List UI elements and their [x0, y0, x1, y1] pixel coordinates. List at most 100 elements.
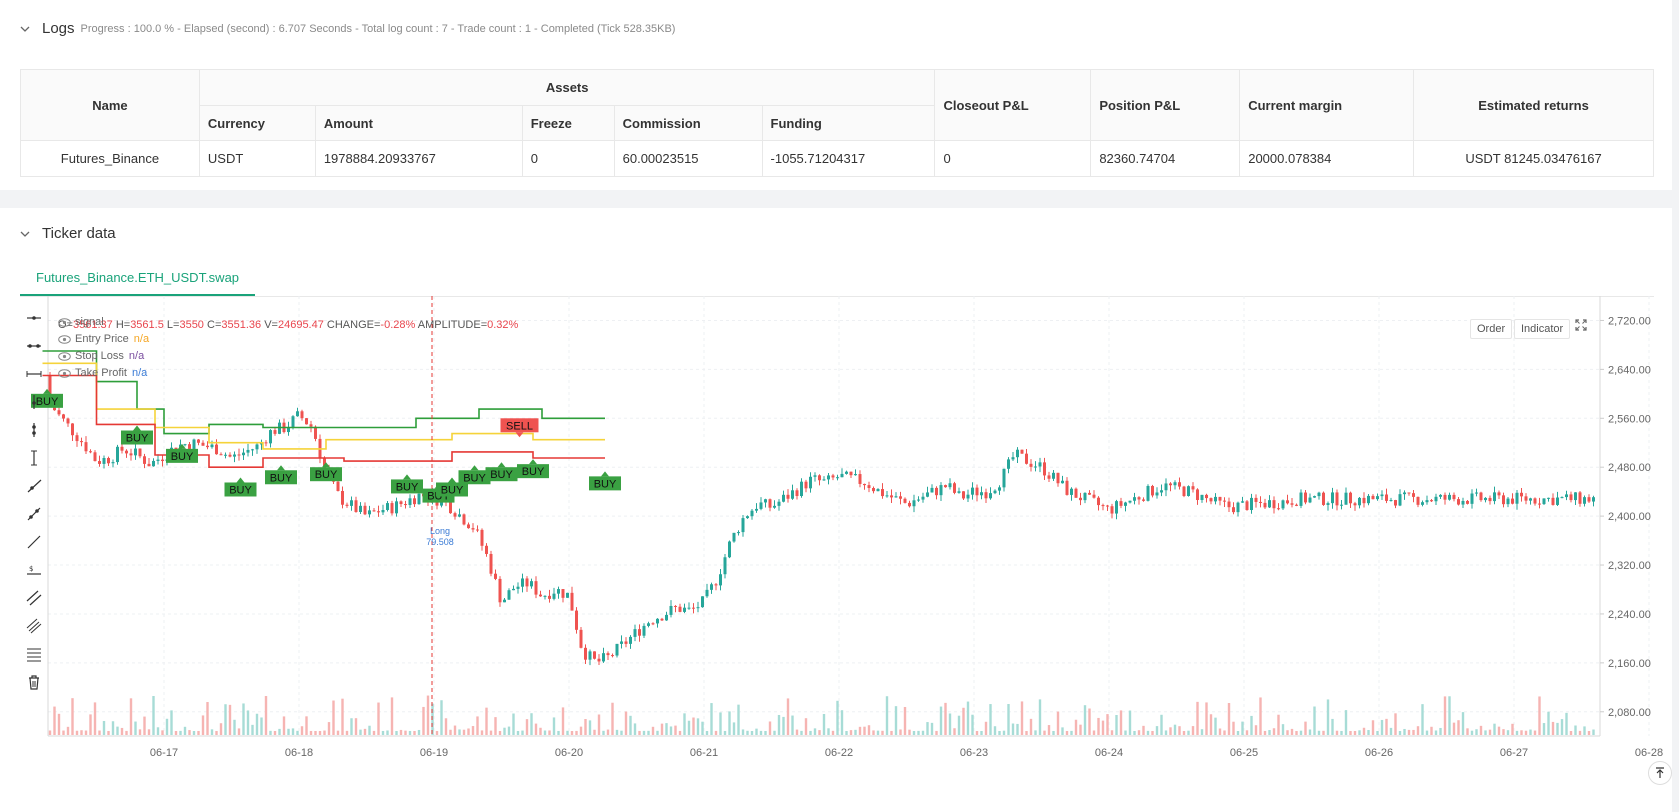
candle-body	[192, 439, 196, 449]
volume-bar	[1191, 726, 1195, 735]
volume-bar	[782, 716, 785, 735]
candle-body	[489, 553, 493, 574]
volume-bar	[1439, 727, 1442, 735]
candle-body	[206, 445, 209, 448]
legend-stop-loss[interactable]: Stop Loss n/a	[58, 350, 144, 362]
parallel-channel-tool-icon[interactable]	[22, 587, 46, 609]
buy-signal-text: BUY	[36, 396, 59, 408]
candle-body	[1592, 497, 1595, 502]
candle-body	[98, 461, 101, 464]
volume-bar	[1241, 721, 1244, 735]
volume-bar	[386, 730, 389, 735]
order-button[interactable]: Order	[1470, 319, 1513, 339]
volume-bar	[1430, 726, 1433, 735]
vertical-line-tool-icon[interactable]	[22, 419, 46, 441]
buy-signal-text: BUY	[594, 478, 617, 490]
eye-icon[interactable]	[58, 351, 71, 361]
volume-bar	[1124, 730, 1127, 735]
volume-bar	[957, 715, 961, 735]
vertical-segment-tool-icon[interactable]	[22, 447, 46, 469]
candle-body	[750, 510, 754, 517]
volume-bar	[75, 730, 79, 735]
trend-line-tool-icon[interactable]	[22, 503, 46, 525]
volume-bar	[872, 730, 875, 735]
candle-body	[1200, 494, 1204, 501]
price-chart[interactable]: 2,720.00 2,640.00 2,560.00 2,480.00 2,400.00…	[0, 208, 1672, 812]
candle-body	[1232, 507, 1235, 513]
legend-take-profit[interactable]: Take Profit n/a	[58, 367, 147, 379]
volume-bar	[971, 714, 974, 735]
volume-bar	[1524, 730, 1528, 735]
chevron-down-icon[interactable]	[20, 229, 30, 239]
cell-name: Futures_Binance	[20, 140, 200, 177]
candle-body	[651, 623, 655, 625]
volume-bar	[165, 718, 169, 735]
candle-body	[719, 574, 722, 586]
change-label: CHANGE=	[326, 319, 381, 331]
volume-bar	[219, 723, 223, 735]
horizontal-line-tool-icon[interactable]	[22, 335, 46, 357]
eye-icon[interactable]	[58, 334, 71, 344]
candle-body	[408, 498, 412, 505]
volume-bar	[728, 711, 731, 735]
volume-bar	[80, 730, 83, 735]
position-value-label: 79.508	[426, 537, 454, 547]
candle-body	[863, 483, 866, 486]
horizontal-segment-tool-icon[interactable]	[22, 363, 46, 385]
eye-icon[interactable]	[58, 317, 71, 327]
candle-body	[867, 485, 871, 489]
svg-text:$: $	[29, 565, 33, 573]
chevron-down-icon[interactable]	[20, 24, 30, 34]
candle-body	[588, 651, 592, 660]
volume-bar	[237, 728, 241, 735]
legend-take-profit-value: n/a	[131, 367, 148, 379]
volume-bar	[1416, 726, 1420, 735]
volume-bar	[197, 730, 200, 735]
legend-signal[interactable]: signal	[58, 316, 104, 328]
volume-bar	[944, 702, 947, 735]
candle-body	[534, 581, 538, 595]
horizontal-bands-tool-icon[interactable]	[22, 643, 46, 665]
candle-body	[1272, 500, 1276, 509]
header-freeze: Freeze	[521, 105, 615, 141]
logs-header[interactable]: Logs Progress : 100.0 % - Elapsed (secon…	[20, 20, 675, 37]
candle-body	[147, 463, 151, 467]
scroll-to-top-button[interactable]	[1648, 761, 1672, 785]
ticker-header[interactable]: Ticker data	[20, 225, 116, 242]
volume-bar	[1281, 724, 1285, 735]
volume-bar	[1277, 714, 1280, 735]
candle-body	[984, 492, 988, 499]
fibonacci-tool-icon[interactable]	[22, 615, 46, 637]
candle-body	[1398, 494, 1402, 506]
candle-body	[48, 375, 52, 402]
buy-signal-text: BUY	[463, 472, 486, 484]
trend-ray-tool-icon[interactable]	[22, 475, 46, 497]
candle-body	[219, 454, 223, 456]
vertical-ray-tool-icon[interactable]	[22, 391, 46, 413]
tab-eth-usdt-swap[interactable]: Futures_Binance.ETH_USDT.swap	[20, 260, 256, 296]
v-label: V=	[264, 319, 278, 331]
volume-bar	[296, 730, 299, 735]
volume-bar	[521, 730, 524, 735]
eye-icon[interactable]	[58, 368, 71, 378]
horizontal-ray-tool-icon[interactable]	[22, 307, 46, 329]
trash-icon[interactable]	[22, 671, 46, 693]
volume-bar	[125, 730, 128, 735]
indicator-button[interactable]: Indicator	[1514, 319, 1571, 339]
volume-bar	[926, 722, 929, 735]
volume-bar	[764, 730, 767, 735]
volume-bar	[696, 718, 700, 735]
segment-tool-icon[interactable]	[22, 531, 46, 553]
fullscreen-icon[interactable]	[1572, 319, 1590, 339]
volume-bar	[395, 730, 398, 735]
volume-bar	[1511, 723, 1514, 735]
volume-bar	[1101, 720, 1105, 735]
volume-bar	[858, 726, 862, 735]
price-line-tool-icon[interactable]: $	[22, 559, 46, 581]
volume-bar	[174, 730, 178, 735]
candle-body	[323, 457, 326, 468]
legend-entry-price[interactable]: Entry Price n/a	[58, 333, 149, 345]
header-position-pnl: Position P&L	[1090, 69, 1241, 141]
candle-body	[926, 492, 929, 497]
volume-bar	[453, 725, 457, 735]
